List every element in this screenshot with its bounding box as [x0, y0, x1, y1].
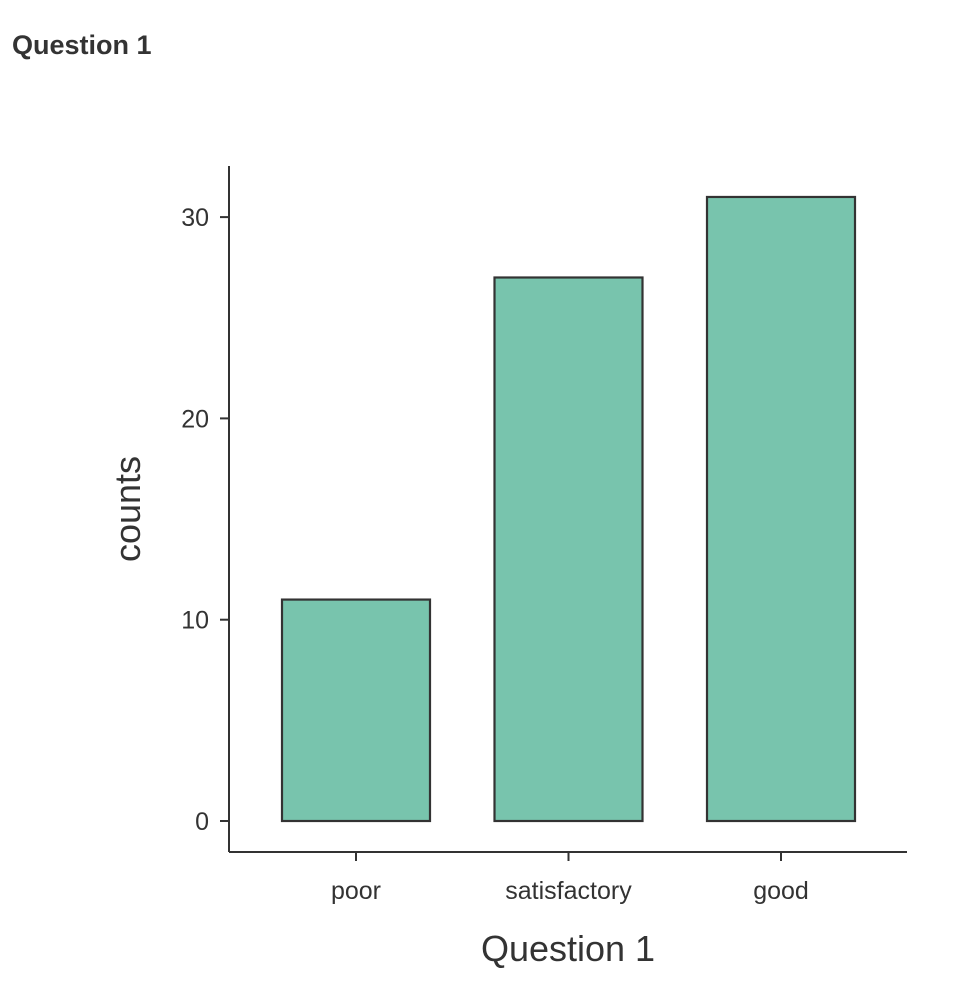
y-tick-label: 0: [195, 808, 209, 836]
y-axis-ticks: 0 10 20 30: [181, 204, 229, 836]
x-tick-label: poor: [331, 877, 381, 905]
x-axis-ticks: poor satisfactory good: [331, 852, 809, 905]
bar-poor: [280, 598, 432, 823]
y-axis-title: counts: [107, 456, 148, 562]
x-axis-title: Question 1: [481, 928, 655, 969]
bars: [280, 195, 857, 823]
y-tick-label: 30: [181, 204, 209, 232]
bar-good: [705, 195, 857, 823]
bar-satisfactory: [493, 276, 644, 823]
y-tick-label: 10: [181, 607, 209, 635]
y-tick-label: 20: [181, 405, 209, 433]
page-title: Question 1: [12, 30, 152, 60]
x-tick-label: good: [753, 877, 809, 905]
x-tick-label: satisfactory: [505, 877, 632, 905]
